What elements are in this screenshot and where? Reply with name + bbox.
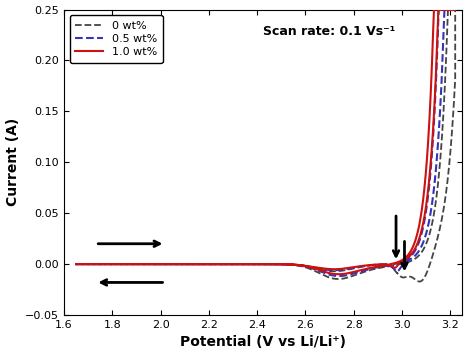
Y-axis label: Current (A): Current (A)	[6, 118, 20, 206]
Legend: 0 wt%, 0.5 wt%, 1.0 wt%: 0 wt%, 0.5 wt%, 1.0 wt%	[70, 15, 162, 63]
X-axis label: Potential (V vs Li/Li⁺): Potential (V vs Li/Li⁺)	[180, 335, 346, 349]
Text: Scan rate: 0.1 Vs⁻¹: Scan rate: 0.1 Vs⁻¹	[263, 25, 395, 38]
